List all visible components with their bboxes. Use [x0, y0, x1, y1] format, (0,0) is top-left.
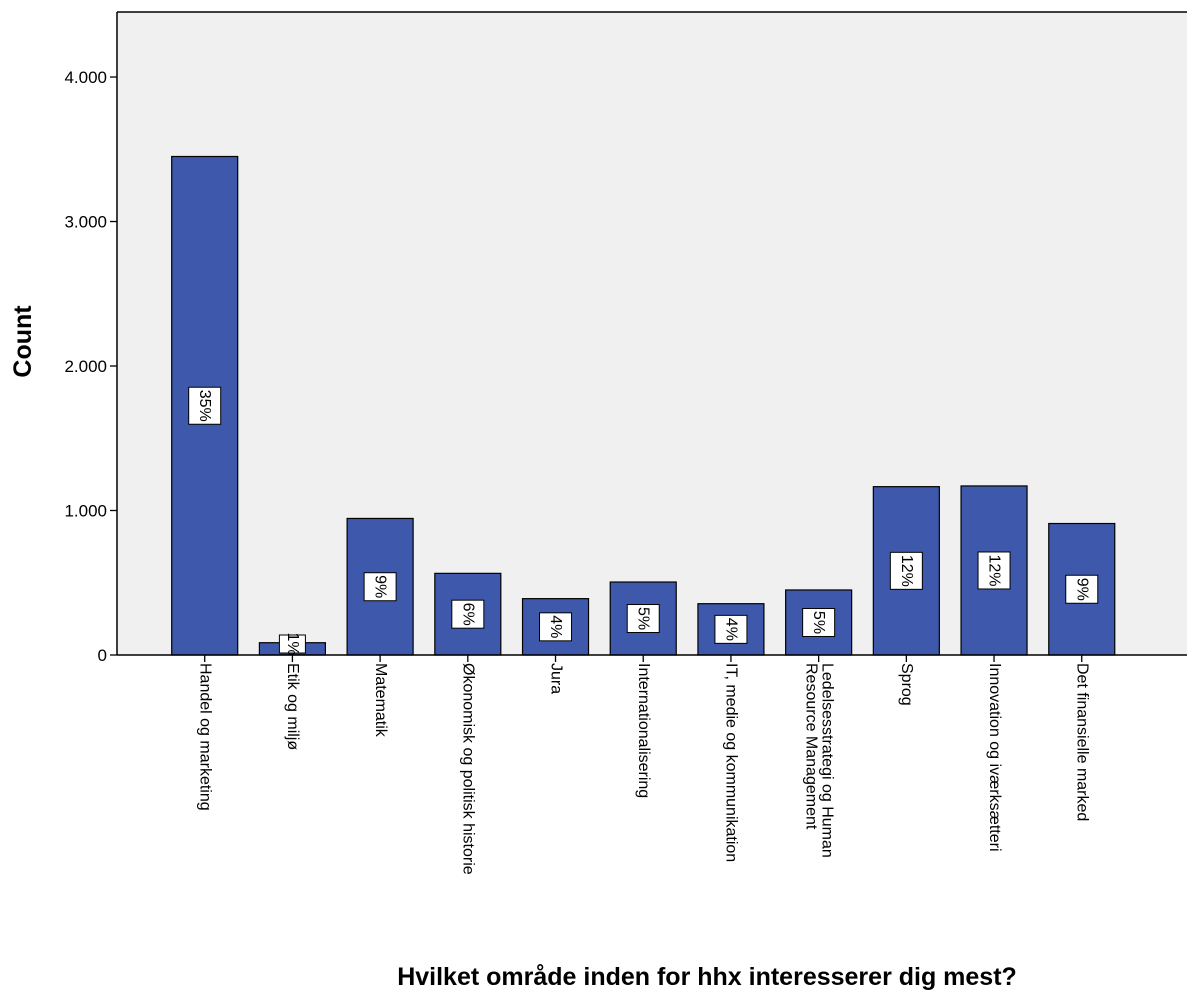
data-label-text: 12%: [898, 555, 915, 587]
data-label: 4%: [539, 612, 573, 642]
y-axis-title: Count: [9, 305, 37, 378]
x-tick-label: Internationalisering: [635, 663, 652, 798]
data-label-text: 9%: [372, 575, 389, 598]
x-tick-label: Innovation og iværksætteri: [986, 663, 1003, 852]
data-label-box: [977, 551, 1011, 590]
data-label-box: [451, 599, 485, 629]
y-tick-label: 0: [98, 646, 107, 665]
data-label: 6%: [451, 599, 485, 629]
data-label: 5%: [626, 604, 660, 634]
data-label-text: 5%: [635, 607, 652, 630]
data-label-box: [802, 607, 836, 637]
data-label-box: [889, 551, 923, 590]
x-axis-title: Hvilket område inden for hhx interessere…: [397, 963, 1017, 991]
data-label-text: 4%: [722, 618, 739, 641]
y-tick-label: 1.000: [64, 502, 107, 521]
x-tick-label: Matematik: [372, 663, 389, 738]
data-label: 12%: [889, 551, 923, 590]
data-label-text: 12%: [986, 554, 1003, 586]
data-label: 9%: [363, 572, 397, 602]
x-tick-label: Etik og miljø: [284, 663, 301, 750]
x-tick-label: Det finansielle marked: [1074, 663, 1091, 821]
data-label: 4%: [714, 614, 748, 644]
x-tick-label: Handel og marketing: [196, 663, 213, 811]
x-tick-label: Ledelsesstrategi og HumanResource Manage…: [802, 663, 835, 858]
data-label: 9%: [1065, 574, 1099, 604]
data-label: 35%: [188, 386, 222, 425]
data-label-box: [626, 604, 660, 634]
x-tick-label: Sprog: [898, 663, 915, 706]
data-label-box: [188, 386, 222, 425]
data-label-box: [363, 572, 397, 602]
x-tick-label: Jura: [547, 663, 564, 694]
data-label: 12%: [977, 551, 1011, 590]
data-label-text: 9%: [1073, 578, 1090, 601]
data-label-text: 35%: [196, 390, 213, 422]
data-label-box: [714, 614, 748, 644]
data-label-text: 5%: [810, 611, 827, 634]
y-tick-label: 3.000: [64, 213, 107, 232]
data-label-box: [278, 634, 306, 654]
data-label-text: 1%: [284, 632, 301, 655]
data-label-box: [1065, 574, 1099, 604]
x-tick-label: IT, medie og kommunikation: [723, 663, 740, 862]
data-label: 5%: [802, 607, 836, 637]
data-label-box: [539, 612, 573, 642]
y-tick-label: 4.000: [64, 68, 107, 87]
data-label-text: 6%: [459, 603, 476, 626]
y-tick-label: 2.000: [64, 357, 107, 376]
x-tick-label: Økonomisk og politisk historie: [460, 663, 477, 875]
data-label-text: 4%: [547, 615, 564, 638]
data-label: 1%: [278, 632, 306, 656]
